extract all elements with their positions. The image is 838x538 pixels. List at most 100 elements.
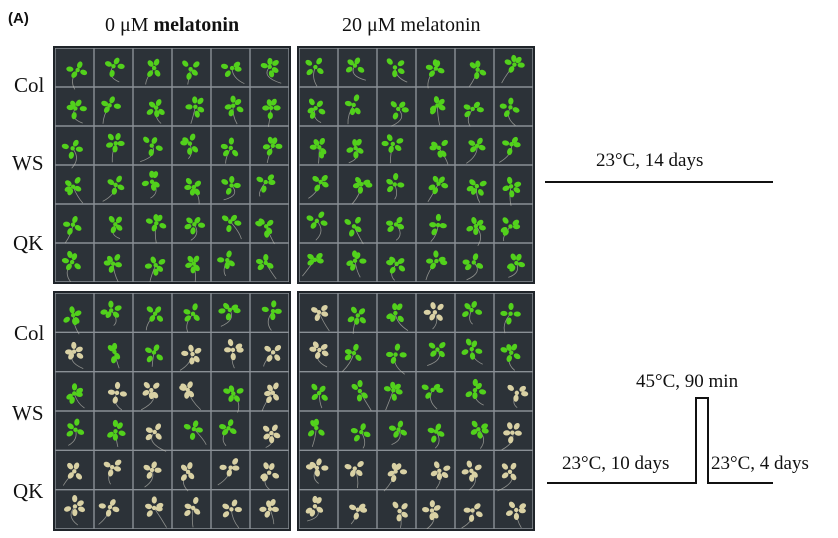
green-seedling xyxy=(386,343,407,375)
green-seedling xyxy=(182,60,200,85)
green-seedling xyxy=(101,96,122,124)
bleached-seedling xyxy=(107,381,127,411)
green-seedling xyxy=(386,256,406,281)
green-seedling xyxy=(347,306,366,334)
bleached-seedling xyxy=(497,462,517,492)
green-seedling xyxy=(502,176,522,206)
bleached-seedling xyxy=(63,462,83,486)
bleached-seedling xyxy=(501,422,522,451)
bleached-seedling xyxy=(259,499,279,525)
green-seedling xyxy=(500,302,521,334)
green-seedling xyxy=(427,175,449,203)
bleached-seedling xyxy=(143,461,162,488)
green-seedling xyxy=(145,344,163,367)
green-seedling xyxy=(383,381,403,411)
green-seedling xyxy=(260,57,282,84)
green-seedling xyxy=(108,216,123,240)
green-seedling xyxy=(103,254,123,282)
green-seedling xyxy=(309,137,327,164)
green-seedling xyxy=(66,383,85,409)
green-seedling xyxy=(185,255,200,282)
plate-control-20um xyxy=(297,46,535,284)
green-seedling xyxy=(311,383,328,409)
green-seedling xyxy=(470,420,489,449)
row-label-ws-top: WS xyxy=(12,151,44,175)
plate-heat-0um-image xyxy=(55,293,289,529)
green-seedling xyxy=(66,418,85,446)
bleached-seedling xyxy=(423,302,444,330)
green-seedling xyxy=(386,58,408,83)
green-seedling xyxy=(500,217,521,242)
green-seedling xyxy=(224,95,244,125)
green-seedling xyxy=(466,179,487,203)
green-seedling xyxy=(61,139,83,169)
plate-control-0um-image xyxy=(55,48,289,282)
green-seedling xyxy=(221,175,241,201)
green-seedling xyxy=(466,137,486,164)
column-1-compound: melatonin xyxy=(400,14,481,36)
green-seedling xyxy=(465,378,487,406)
green-seedling xyxy=(140,136,163,163)
green-seedling xyxy=(466,217,486,247)
column-header-0: 0 μM melatonin xyxy=(105,14,239,37)
plate-heat-0um xyxy=(53,291,291,531)
green-seedling xyxy=(390,101,409,127)
row-label-qk-top: QK xyxy=(13,231,44,255)
bleached-seedling xyxy=(305,495,324,522)
green-seedling xyxy=(256,174,276,197)
bleached-seedling xyxy=(305,458,329,484)
green-seedling xyxy=(386,172,405,200)
green-seedling xyxy=(255,218,275,245)
green-seedling xyxy=(499,136,521,163)
green-seedling xyxy=(507,253,526,278)
green-seedling xyxy=(261,300,282,331)
bleached-seedling xyxy=(461,503,483,529)
green-seedling xyxy=(104,57,125,83)
green-seedling xyxy=(66,61,88,90)
green-seedling xyxy=(107,419,126,448)
condition-pre-heat-label: 23°C, 10 days xyxy=(562,453,670,474)
green-seedling xyxy=(302,252,324,277)
green-seedling xyxy=(102,175,125,202)
green-seedling xyxy=(145,58,161,85)
green-seedling xyxy=(462,301,483,325)
green-seedling xyxy=(429,139,449,165)
green-seedling xyxy=(218,302,241,327)
bleached-seedling xyxy=(217,458,240,486)
green-seedling xyxy=(100,300,122,326)
bleached-seedling xyxy=(179,381,202,411)
green-seedling xyxy=(145,214,167,244)
bleached-seedling xyxy=(461,460,482,491)
green-seedling xyxy=(386,216,405,241)
column-0-concentration: 0 μM xyxy=(105,14,149,36)
bleached-seedling xyxy=(65,341,84,369)
green-seedling xyxy=(388,420,408,445)
green-seedling xyxy=(146,99,165,124)
column-header-1: 20 μM melatonin xyxy=(342,14,481,37)
bleached-seedling xyxy=(263,345,282,367)
green-seedling xyxy=(386,303,409,331)
row-label-col-bottom: Col xyxy=(14,321,45,345)
green-seedling xyxy=(66,99,87,124)
green-seedling xyxy=(351,177,373,205)
green-seedling xyxy=(106,133,125,163)
green-seedling xyxy=(427,423,445,449)
bleached-seedling xyxy=(392,501,408,529)
condition-control-label: 23°C, 14 days xyxy=(596,150,704,171)
row-label-ws-bottom: WS xyxy=(12,401,44,425)
green-seedling xyxy=(345,57,367,81)
column-1-concentration: 20 μM xyxy=(342,14,396,36)
plate-heat-20um-image xyxy=(299,293,533,529)
plate-heat-20um xyxy=(297,291,535,531)
green-seedling xyxy=(221,214,242,240)
bleached-seedling xyxy=(224,339,244,369)
bleached-seedling xyxy=(309,341,329,368)
green-seedling xyxy=(184,216,206,241)
green-seedling xyxy=(429,96,446,126)
green-seedling xyxy=(425,250,448,281)
green-seedling xyxy=(501,54,525,84)
green-seedling xyxy=(429,213,447,242)
green-seedling xyxy=(463,101,484,127)
green-seedling xyxy=(351,380,372,411)
green-seedling xyxy=(184,178,202,205)
